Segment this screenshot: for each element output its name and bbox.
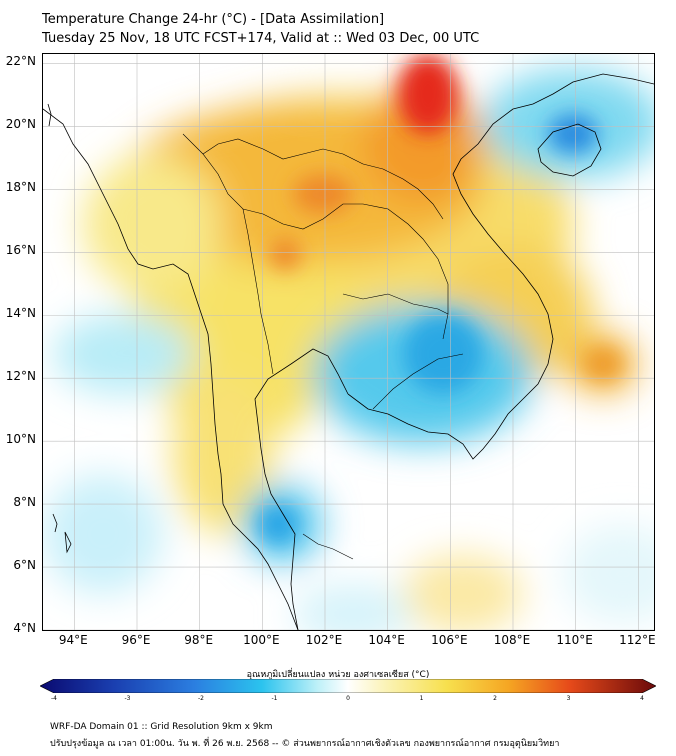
colorbar-tick: 2 bbox=[493, 695, 497, 702]
colorbar-tick: 1 bbox=[419, 695, 424, 702]
map-canvas bbox=[43, 54, 654, 630]
colorbar bbox=[40, 679, 656, 693]
temperature-change-map bbox=[42, 53, 655, 631]
lon-label: 104°E bbox=[368, 633, 405, 647]
colorbar-tick: -3 bbox=[124, 695, 131, 702]
lat-label: 4°N bbox=[13, 621, 36, 635]
lon-label: 98°E bbox=[184, 633, 214, 647]
lon-label: 100°E bbox=[243, 633, 280, 647]
lon-label: 94°E bbox=[58, 633, 88, 647]
model-info: WRF-DA Domain 01 :: Grid Resolution 9km … bbox=[50, 722, 273, 732]
colorbar-title: อุณหภูมิเปลี่ยนแปลง หน่วย องศาเซลเซียส (… bbox=[246, 670, 430, 680]
lon-label: 108°E bbox=[493, 633, 531, 647]
temperature-field bbox=[43, 54, 654, 630]
map-title: Temperature Change 24-hr (°C) - [Data As… bbox=[42, 12, 385, 27]
coastlines bbox=[43, 73, 654, 630]
lon-label: 102°E bbox=[305, 633, 343, 647]
lat-label: 6°N bbox=[13, 558, 36, 573]
lon-label: 110°E bbox=[556, 633, 593, 647]
lat-label: 18°N bbox=[5, 180, 36, 195]
lat-label: 8°N bbox=[13, 495, 36, 510]
lon-label: 96°E bbox=[121, 633, 151, 647]
colorbar-tick: 3 bbox=[566, 695, 571, 702]
lon-label: 112°E bbox=[619, 633, 656, 647]
colorbar-tick: 0 bbox=[346, 695, 350, 702]
map-subtitle: Tuesday 25 Nov, 18 UTC FCST+174, Valid a… bbox=[42, 31, 480, 46]
lat-label: 22°N bbox=[5, 54, 36, 69]
lat-label: 14°N bbox=[5, 306, 36, 321]
lon-label: 106°E bbox=[431, 633, 468, 647]
lat-label: 12°N bbox=[5, 369, 36, 384]
lat-label: 16°N bbox=[5, 243, 36, 258]
colorbar-tick: 4 bbox=[640, 695, 644, 702]
country-borders bbox=[182, 133, 464, 560]
update-credit: ปรับปรุงข้อมูล ณ เวลา 01:00น. วัน พ. ที่… bbox=[50, 739, 560, 749]
lat-label: 20°N bbox=[5, 117, 36, 132]
colorbar-tick: -2 bbox=[198, 695, 204, 702]
colorbar-tick: -4 bbox=[51, 695, 57, 702]
lat-lon-grid bbox=[43, 54, 654, 630]
lat-label: 10°N bbox=[5, 432, 36, 447]
colorbar-tick: -1 bbox=[271, 695, 278, 702]
